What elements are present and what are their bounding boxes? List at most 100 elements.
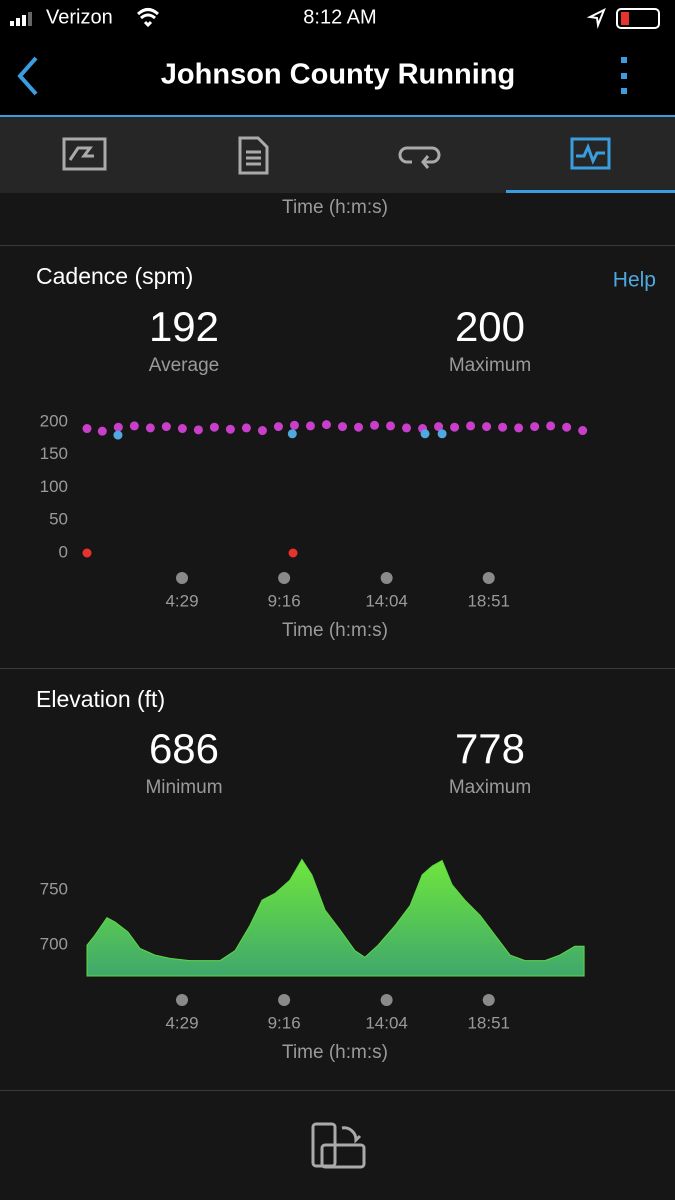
- x-tick-label: 18:51: [467, 1013, 510, 1032]
- y-tick-label: 750: [40, 880, 68, 899]
- data-point: [289, 420, 299, 430]
- x-tick-mark: [176, 572, 189, 584]
- data-point: [305, 421, 315, 431]
- x-tick-label: 9:16: [268, 1013, 301, 1032]
- stat-value: 778: [455, 725, 525, 772]
- y-tick-label: 50: [49, 510, 68, 529]
- x-tick-mark: [278, 994, 291, 1006]
- data-point: [337, 422, 347, 432]
- data-point: [370, 420, 380, 430]
- divider: [0, 245, 675, 246]
- active-tab-indicator: [506, 190, 675, 193]
- details-tab[interactable]: [238, 136, 269, 175]
- x-axis-title: Time (h:m:s): [282, 1042, 388, 1063]
- stat-value: 686: [149, 725, 219, 772]
- x-tick-mark: [380, 572, 393, 584]
- y-tick-label: 0: [59, 542, 68, 561]
- data-point: [193, 425, 203, 435]
- x-axis-title: Time (h:m:s): [282, 620, 388, 641]
- data-point: [113, 430, 123, 440]
- map-tab[interactable]: [62, 137, 107, 171]
- x-tick-mark: [380, 994, 393, 1006]
- data-point: [437, 429, 447, 439]
- help-link[interactable]: Help: [613, 269, 656, 292]
- data-point: [288, 548, 298, 558]
- data-point: [562, 422, 572, 432]
- elevation-area: [86, 858, 585, 977]
- x-tick-mark: [278, 572, 291, 584]
- carrier: Verizon: [46, 6, 113, 28]
- data-point: [498, 422, 508, 432]
- stat-label: Minimum: [145, 777, 222, 798]
- x-tick-label: 14:04: [365, 591, 408, 610]
- data-point: [514, 423, 524, 433]
- x-tick-mark: [482, 572, 495, 584]
- back-button[interactable]: [17, 56, 38, 96]
- y-tick-label: 200: [40, 411, 68, 430]
- x-tick-label: 18:51: [467, 591, 510, 610]
- y-tick-label: 700: [40, 935, 68, 954]
- screen-title: Johnson County Running: [161, 59, 515, 91]
- data-point: [273, 422, 283, 432]
- data-point: [420, 429, 430, 439]
- stat-label: Maximum: [449, 355, 531, 376]
- stat-value: 200: [455, 303, 525, 350]
- x-tick-mark: [176, 994, 189, 1006]
- data-point: [434, 422, 444, 432]
- data-point: [287, 429, 297, 439]
- data-point: [466, 421, 476, 431]
- data-point: [482, 422, 492, 432]
- data-point: [82, 548, 92, 558]
- header-divider: [0, 115, 675, 117]
- stat-label: Maximum: [449, 777, 531, 798]
- data-point: [177, 424, 187, 434]
- cadence-chart: 0 50 100 150 200 4:29 9:16 14:04 18:51 Time (h:m:…: [40, 411, 588, 641]
- signal-icon: [10, 12, 32, 26]
- chart-title: Cadence (spm): [36, 263, 193, 289]
- laps-tab[interactable]: [398, 146, 441, 169]
- top-bar: [0, 0, 675, 116]
- data-point: [354, 422, 364, 432]
- data-point: [402, 423, 412, 433]
- x-tick-label: 9:16: [268, 591, 301, 610]
- divider: [0, 1090, 675, 1091]
- data-point: [321, 420, 331, 430]
- stat-value: 192: [149, 303, 219, 350]
- battery-icon: [616, 8, 660, 29]
- data-point: [145, 423, 155, 433]
- divider: [0, 668, 675, 669]
- data-point: [546, 421, 556, 431]
- data-point: [386, 421, 396, 431]
- y-tick-label: 100: [40, 477, 68, 496]
- location-icon: [586, 7, 606, 29]
- data-point: [578, 426, 588, 436]
- tab-bar: [0, 117, 675, 193]
- rotate-button[interactable]: [311, 1122, 366, 1169]
- data-point: [257, 426, 267, 436]
- x-tick-label: 14:04: [365, 1013, 408, 1032]
- data-point: [161, 422, 171, 432]
- x-tick-label: 4:29: [165, 1013, 198, 1032]
- battery-level: [621, 12, 629, 25]
- wifi-icon: [136, 8, 160, 28]
- elevation-chart: 700 750 4:29 9:16 14:04 18:51 Time (h:m:s): [40, 858, 585, 1063]
- x-tick-label: 4:29: [165, 591, 198, 610]
- chart-title: Elevation (ft): [36, 686, 165, 712]
- x-axis-title: Time (h:m:s): [282, 197, 388, 218]
- charts-tab[interactable]: [570, 137, 611, 170]
- data-point: [530, 422, 540, 432]
- menu-button[interactable]: [621, 57, 627, 94]
- x-tick-mark: [482, 994, 495, 1006]
- stat-label: Average: [149, 355, 219, 376]
- data-point: [450, 422, 460, 432]
- data-point: [82, 424, 92, 434]
- y-tick-label: 150: [40, 444, 68, 463]
- data-point: [209, 422, 219, 432]
- data-point: [129, 421, 139, 431]
- clock: 8:12 AM: [303, 6, 376, 28]
- data-point: [241, 423, 251, 433]
- data-point: [97, 426, 107, 436]
- data-point: [113, 422, 123, 432]
